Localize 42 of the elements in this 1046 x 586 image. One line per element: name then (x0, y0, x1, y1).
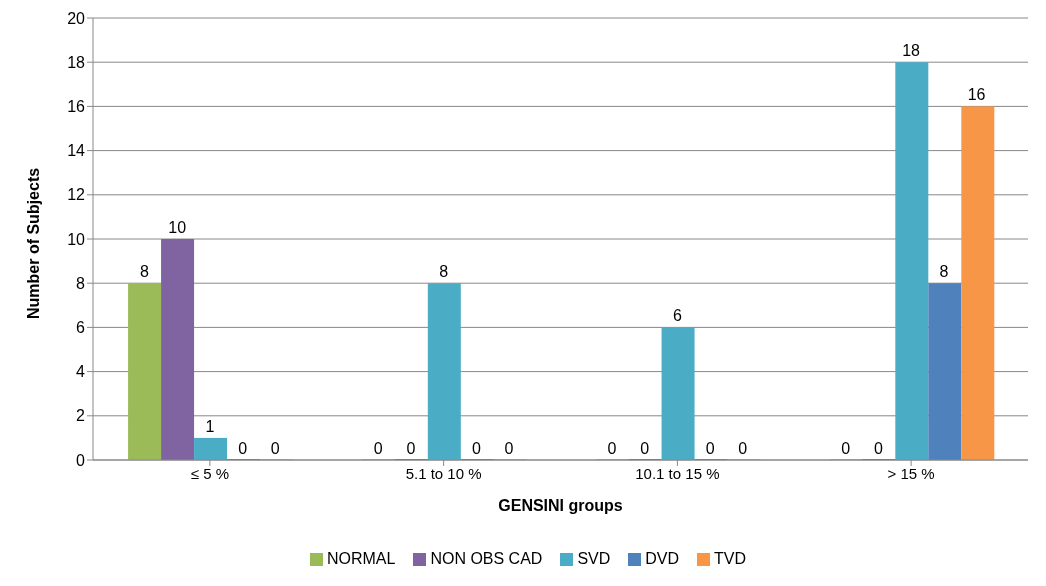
data-label: 0 (504, 440, 514, 457)
x-tick-label: > 15 % (887, 464, 935, 482)
data-label: 0 (471, 440, 481, 457)
y-tick-label: 14 (67, 142, 86, 160)
x-tick-label: ≤ 5 % (190, 464, 229, 482)
data-label: 8 (439, 263, 449, 281)
data-label: 16 (967, 86, 986, 104)
legend-label: SVD (576, 550, 611, 568)
y-tick-label: 4 (76, 363, 86, 381)
data-label: 8 (139, 263, 149, 281)
x-axis-title: GENSINI groups (498, 497, 623, 515)
legend-label: DVD (644, 550, 680, 568)
y-tick-label: 20 (67, 9, 86, 27)
x-tick-label: 10.1 to 15 % (635, 464, 720, 482)
y-axis-title: Number of Subjects (24, 167, 42, 319)
y-tick-label: 8 (76, 274, 86, 292)
data-label: 0 (270, 440, 280, 457)
y-tick-label: 0 (76, 451, 86, 469)
y-tick-label: 12 (67, 186, 86, 204)
data-label: 0 (238, 440, 248, 457)
data-label: 0 (738, 440, 748, 457)
x-tick-label: 5.1 to 10 % (405, 464, 482, 482)
data-label: 1 (205, 417, 215, 435)
data-label: 8 (939, 263, 949, 281)
y-tick-label: 10 (67, 230, 86, 248)
data-label: 0 (373, 440, 383, 457)
data-label: 0 (873, 440, 883, 457)
y-tick-label: 16 (67, 98, 86, 116)
data-label: 0 (406, 440, 416, 457)
y-tick-label: 6 (76, 319, 86, 337)
data-label: 18 (902, 42, 921, 60)
data-label: 0 (607, 440, 617, 457)
data-label: 0 (705, 440, 715, 457)
legend-label: NON OBS CAD (429, 550, 543, 568)
data-label: 0 (841, 440, 851, 457)
data-label: 10 (168, 219, 187, 236)
data-label: 0 (640, 440, 650, 457)
legend-label: TVD (713, 550, 747, 568)
data-label: 6 (672, 307, 682, 325)
y-tick-label: 18 (67, 53, 86, 71)
y-tick-label: 2 (76, 407, 86, 425)
legend-label: NORMAL (325, 550, 396, 568)
